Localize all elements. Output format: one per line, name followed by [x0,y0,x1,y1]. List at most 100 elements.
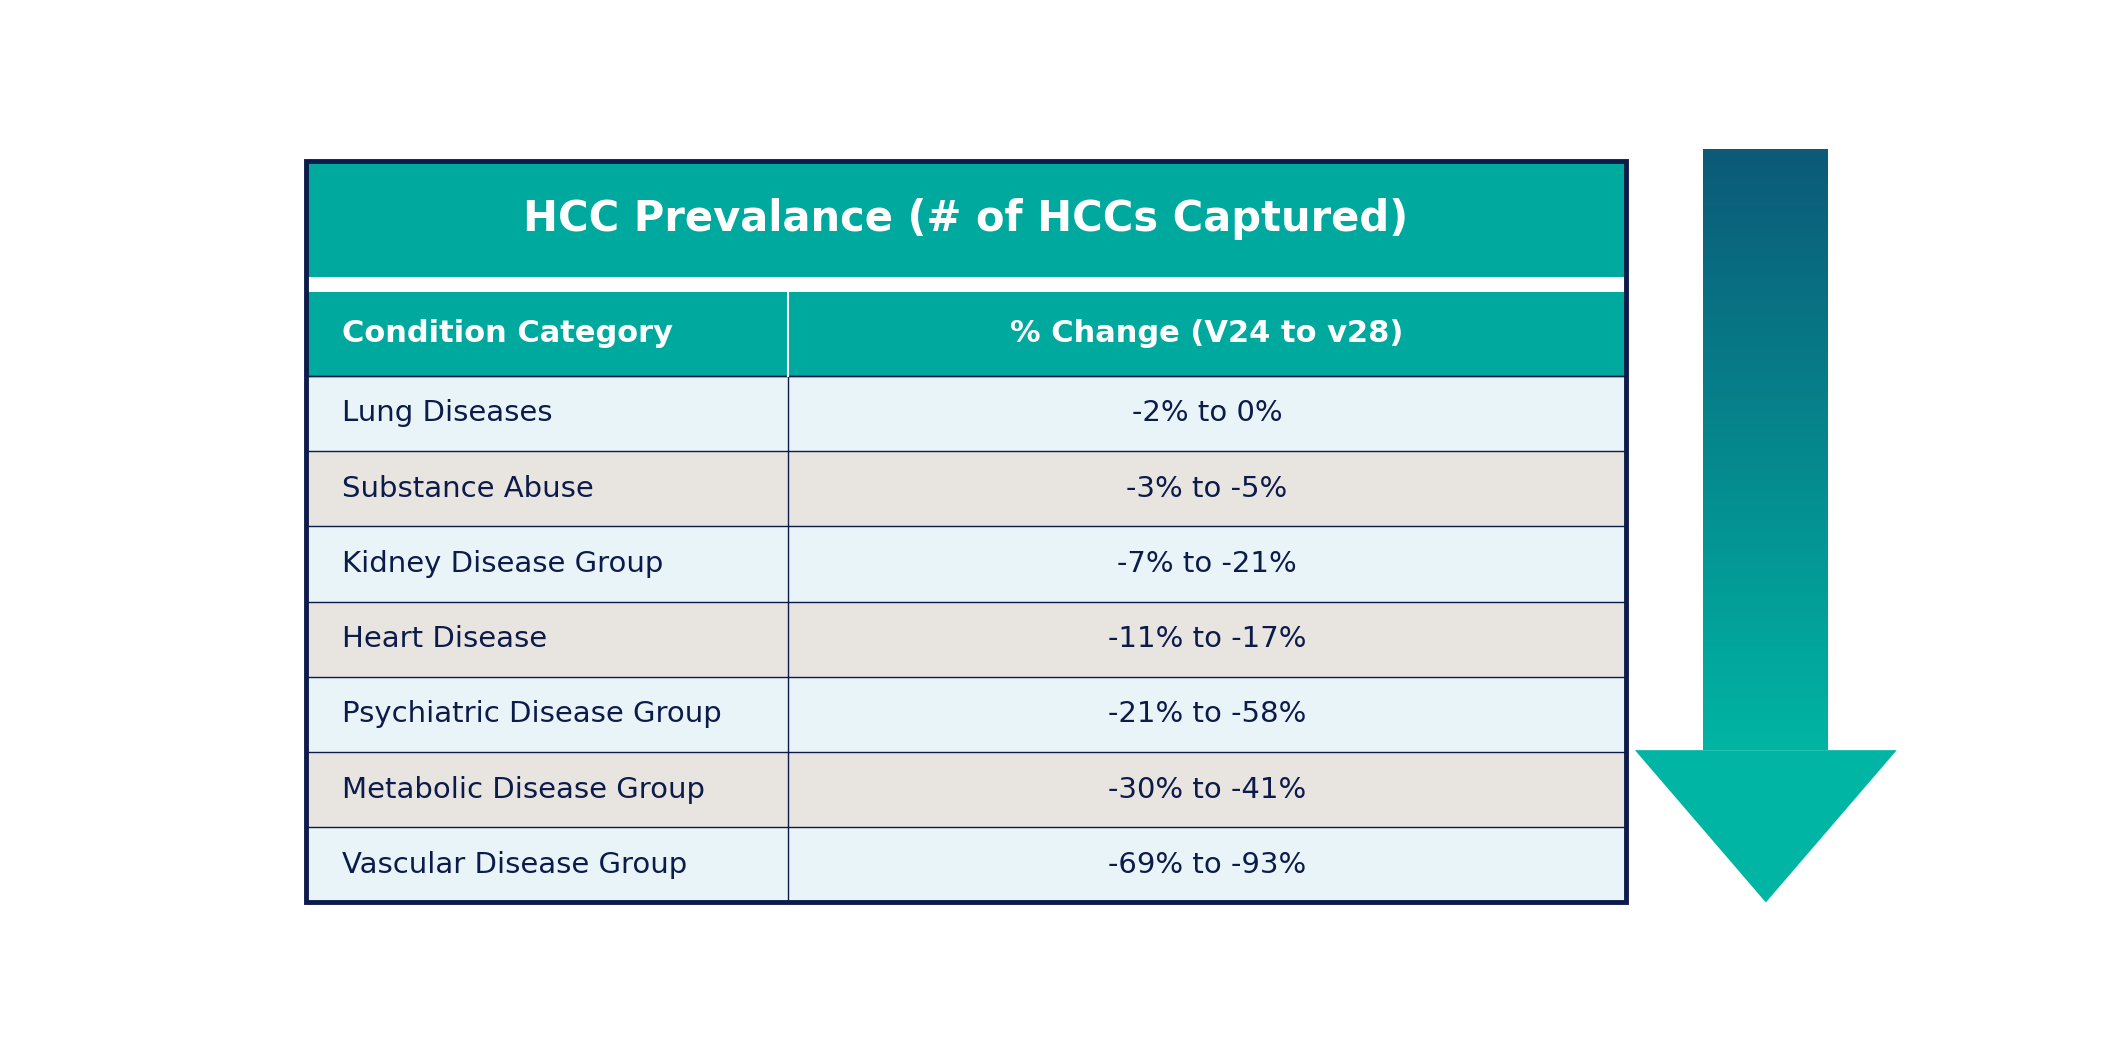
FancyBboxPatch shape [1704,451,1829,453]
FancyBboxPatch shape [1704,498,1829,499]
FancyBboxPatch shape [1704,332,1829,334]
FancyBboxPatch shape [1704,721,1829,723]
FancyBboxPatch shape [1704,599,1829,600]
FancyBboxPatch shape [1704,529,1829,531]
FancyBboxPatch shape [1704,284,1829,285]
FancyBboxPatch shape [1704,400,1829,402]
FancyBboxPatch shape [1704,653,1829,654]
FancyBboxPatch shape [1704,304,1829,305]
FancyBboxPatch shape [1704,311,1829,312]
FancyBboxPatch shape [1704,632,1829,633]
FancyBboxPatch shape [1704,233,1829,234]
FancyBboxPatch shape [1704,285,1829,287]
FancyBboxPatch shape [305,291,1626,376]
FancyBboxPatch shape [1704,433,1829,434]
FancyBboxPatch shape [1704,307,1829,308]
FancyBboxPatch shape [1704,442,1829,443]
FancyBboxPatch shape [1704,392,1829,393]
FancyBboxPatch shape [1704,236,1829,237]
FancyBboxPatch shape [1704,562,1829,564]
FancyBboxPatch shape [1704,378,1829,379]
FancyBboxPatch shape [1704,613,1829,615]
FancyBboxPatch shape [1704,446,1829,447]
FancyBboxPatch shape [1704,194,1829,196]
FancyBboxPatch shape [1704,526,1829,528]
Text: Heart Disease: Heart Disease [341,626,546,653]
FancyBboxPatch shape [1704,502,1829,504]
Text: -11% to -17%: -11% to -17% [1107,626,1306,653]
FancyBboxPatch shape [1704,573,1829,575]
FancyBboxPatch shape [1704,572,1829,573]
FancyBboxPatch shape [1704,535,1829,537]
FancyBboxPatch shape [1704,436,1829,437]
FancyBboxPatch shape [1704,537,1829,538]
FancyBboxPatch shape [1704,702,1829,704]
FancyBboxPatch shape [1704,643,1829,645]
FancyBboxPatch shape [1704,727,1829,728]
FancyBboxPatch shape [1704,217,1829,219]
FancyBboxPatch shape [1704,735,1829,737]
FancyBboxPatch shape [1704,650,1829,651]
FancyBboxPatch shape [1704,305,1829,307]
FancyBboxPatch shape [1704,522,1829,524]
FancyBboxPatch shape [1704,518,1829,520]
FancyBboxPatch shape [1704,434,1829,436]
FancyBboxPatch shape [1704,237,1829,239]
FancyBboxPatch shape [1704,615,1829,616]
FancyBboxPatch shape [1704,686,1829,687]
FancyBboxPatch shape [305,451,1626,527]
FancyBboxPatch shape [1704,473,1829,474]
FancyBboxPatch shape [1704,723,1829,725]
FancyBboxPatch shape [1704,711,1829,713]
FancyBboxPatch shape [1704,512,1829,514]
FancyBboxPatch shape [1704,272,1829,274]
FancyBboxPatch shape [1704,678,1829,680]
Text: Condition Category: Condition Category [341,320,673,349]
FancyBboxPatch shape [1704,210,1829,212]
FancyBboxPatch shape [1704,456,1829,457]
FancyBboxPatch shape [305,376,1626,451]
FancyBboxPatch shape [1704,382,1829,383]
FancyBboxPatch shape [1704,188,1829,189]
FancyBboxPatch shape [1704,364,1829,365]
FancyBboxPatch shape [1704,534,1829,535]
FancyBboxPatch shape [1704,717,1829,718]
FancyBboxPatch shape [1704,667,1829,669]
FancyBboxPatch shape [1704,151,1829,152]
FancyBboxPatch shape [1704,291,1829,294]
FancyBboxPatch shape [1704,595,1829,596]
FancyBboxPatch shape [1704,705,1829,707]
FancyBboxPatch shape [1704,524,1829,525]
FancyBboxPatch shape [1704,162,1829,164]
FancyBboxPatch shape [1704,270,1829,271]
FancyBboxPatch shape [1704,619,1829,620]
FancyBboxPatch shape [1704,541,1829,542]
FancyBboxPatch shape [1704,373,1829,375]
FancyBboxPatch shape [1704,626,1829,627]
FancyBboxPatch shape [1704,691,1829,693]
FancyBboxPatch shape [1704,623,1829,624]
FancyBboxPatch shape [1704,586,1829,588]
FancyBboxPatch shape [1704,266,1829,268]
FancyBboxPatch shape [1704,517,1829,518]
FancyBboxPatch shape [1704,564,1829,565]
FancyBboxPatch shape [1704,312,1829,314]
FancyBboxPatch shape [1704,325,1829,326]
FancyBboxPatch shape [1704,742,1829,744]
FancyBboxPatch shape [1704,739,1829,741]
Text: Lung Diseases: Lung Diseases [341,400,553,428]
FancyBboxPatch shape [1704,253,1829,254]
FancyBboxPatch shape [1704,612,1829,613]
FancyBboxPatch shape [1704,250,1829,251]
FancyBboxPatch shape [1704,416,1829,418]
Text: % Change (V24 to v28): % Change (V24 to v28) [1010,320,1404,349]
FancyBboxPatch shape [1704,362,1829,364]
FancyBboxPatch shape [1704,423,1829,424]
FancyBboxPatch shape [1704,290,1829,291]
FancyBboxPatch shape [1704,744,1829,745]
FancyBboxPatch shape [1704,353,1829,355]
FancyBboxPatch shape [1704,715,1829,717]
FancyBboxPatch shape [1704,399,1829,400]
FancyBboxPatch shape [1704,566,1829,568]
FancyBboxPatch shape [1704,669,1829,670]
